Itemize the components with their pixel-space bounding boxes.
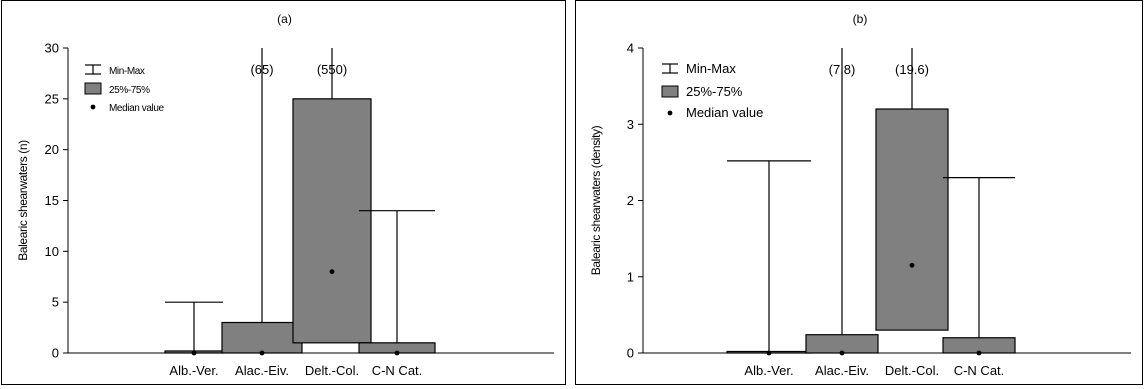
x-tick-label: Alac.-Eiv.: [235, 363, 289, 378]
y-tick-label: 30: [45, 41, 59, 56]
x-tick-label: C-N Cat.: [954, 363, 1005, 378]
box-plot-b: (b) 0 1 2 3 4 Balearic shearwaters (density) Al…: [589, 12, 1131, 378]
x-tick-label: Delt.-Col.: [305, 363, 359, 378]
legend-label: Median value: [109, 103, 165, 114]
legend-box-symbol: [84, 82, 102, 95]
max-value-label: (65): [250, 62, 273, 77]
median-dot: [191, 350, 197, 356]
max-value-label: (19.6): [895, 62, 929, 77]
median-dot: [839, 350, 845, 356]
panel-label: (a): [277, 12, 292, 26]
x-tick-label: C-N Cat.: [372, 363, 423, 378]
legend-label: 25%-75%: [686, 84, 743, 99]
x-tick-label: Alb.-Ver.: [169, 363, 218, 378]
median-dot: [766, 350, 772, 356]
iqr-box: [292, 98, 372, 344]
median-dot: [329, 269, 335, 275]
y-axis-label: Balearic shearwaters (n): [16, 140, 30, 261]
legend-box-symbol: [661, 85, 679, 98]
y-tick-label: 3: [627, 117, 634, 132]
median-dot: [394, 350, 400, 356]
y-tick-label: 4: [627, 41, 634, 56]
x-tick-label: Alb.-Ver.: [744, 363, 793, 378]
y-tick-label: 5: [52, 295, 59, 310]
max-value-label: (7.8): [829, 62, 856, 77]
median-dot: [259, 350, 265, 356]
x-tick-label: Alac.-Eiv.: [815, 363, 869, 378]
median-dot: [909, 262, 915, 268]
legend-dot-symbol: [667, 110, 673, 116]
iqr-box: [221, 321, 303, 354]
legend-label: Min-Max: [686, 61, 736, 76]
y-tick-label: 15: [45, 193, 59, 208]
y-tick-label: 10: [45, 244, 59, 259]
chart-panel-b: (b) 0 1 2 3 4 Balearic shearwaters (density) Al…: [575, 0, 1143, 385]
y-tick-label: 25: [45, 91, 59, 106]
y-tick-label: 0: [52, 346, 59, 361]
x-tick-label: Delt.-Col.: [885, 363, 939, 378]
median-dot: [976, 350, 982, 356]
box-plot-a: (a) 0 5 10 15 20 25 30 Balearic shearwaters (n) A…: [16, 12, 554, 378]
panel-label: (b): [853, 12, 868, 26]
y-tick-label: 1: [627, 269, 634, 284]
chart-panel-a: (a) 0 5 10 15 20 25 30 Balearic shearwaters (n) A…: [1, 0, 566, 385]
legend-label: Median value: [686, 105, 763, 120]
legend-label: 25%-75%: [109, 85, 150, 96]
iqr-box: [875, 108, 949, 331]
y-tick-label: 0: [627, 346, 634, 361]
y-tick-label: 20: [45, 142, 59, 157]
iqr-box: [805, 334, 879, 354]
legend-dot-symbol: [90, 104, 96, 110]
max-value-label: (550): [317, 62, 347, 77]
y-tick-label: 2: [627, 193, 634, 208]
y-axis-label: Balearic shearwaters (density): [589, 125, 603, 275]
legend-label: Min-Max: [109, 66, 145, 77]
